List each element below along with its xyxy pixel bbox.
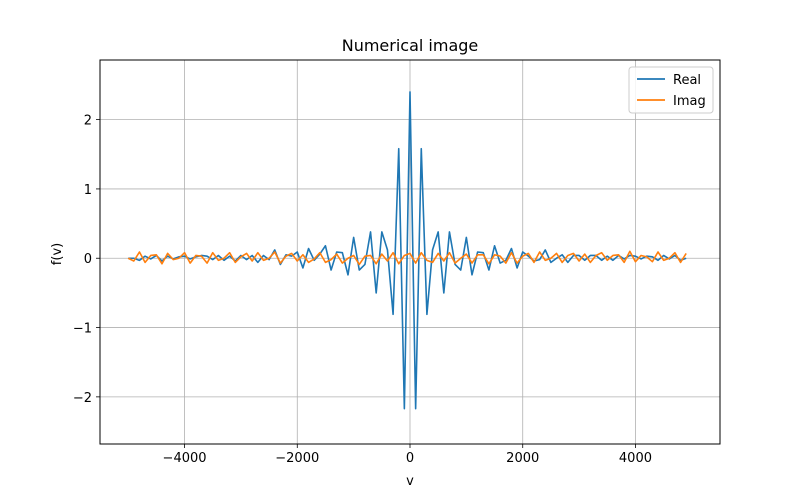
y-tick-label: 1: [84, 183, 92, 198]
chart-title: Numerical image: [342, 36, 479, 55]
x-tick-label: −4000: [163, 451, 207, 466]
legend-label-imag: Imag: [673, 94, 706, 109]
x-tick-label: 0: [406, 451, 414, 466]
x-tick-label: −2000: [275, 451, 319, 466]
x-tick-label: 2000: [506, 451, 539, 466]
ticks: −4000 −2000 0 2000 4000 −2 −1 0 1 2: [73, 114, 652, 466]
x-tick-label: 4000: [619, 451, 652, 466]
y-tick-label: 0: [84, 252, 92, 267]
legend: Real Imag: [628, 66, 714, 114]
series-line-real: [128, 91, 687, 410]
y-tick-label: 2: [84, 114, 92, 129]
x-axis-label: v: [406, 474, 414, 489]
y-tick-label: −1: [73, 322, 92, 337]
series-layer: [127, 91, 687, 410]
y-tick-label: −2: [73, 391, 92, 406]
series-line-imag: [127, 250, 687, 266]
legend-label-real: Real: [673, 73, 701, 88]
y-axis-label: f(v): [50, 243, 65, 265]
